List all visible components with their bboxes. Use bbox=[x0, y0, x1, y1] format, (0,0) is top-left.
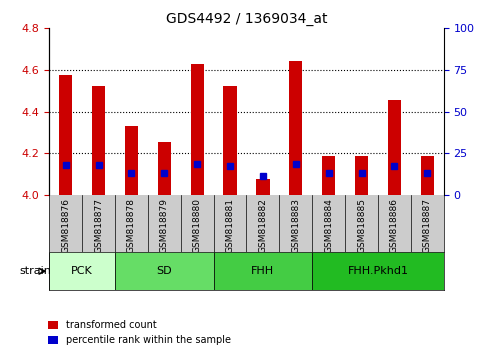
Bar bbox=[256, 179, 270, 195]
Text: GSM818877: GSM818877 bbox=[94, 198, 103, 253]
Bar bbox=[421, 156, 434, 195]
Text: GSM818881: GSM818881 bbox=[226, 198, 235, 253]
Title: GDS4492 / 1369034_at: GDS4492 / 1369034_at bbox=[166, 12, 327, 26]
Bar bbox=[355, 156, 368, 195]
Text: GSM818876: GSM818876 bbox=[61, 198, 70, 253]
Text: GSM818879: GSM818879 bbox=[160, 198, 169, 253]
Bar bbox=[223, 86, 237, 195]
Bar bbox=[322, 156, 335, 195]
Bar bbox=[213, 252, 312, 290]
Text: FHH: FHH bbox=[251, 266, 275, 276]
Text: GSM818885: GSM818885 bbox=[357, 198, 366, 253]
Bar bbox=[191, 64, 204, 195]
Bar bbox=[158, 142, 171, 195]
Bar bbox=[312, 252, 444, 290]
Text: GSM818878: GSM818878 bbox=[127, 198, 136, 253]
Bar bbox=[59, 75, 72, 195]
Text: SD: SD bbox=[156, 266, 172, 276]
Bar bbox=[115, 252, 213, 290]
Text: GSM818882: GSM818882 bbox=[258, 198, 267, 253]
Text: GSM818887: GSM818887 bbox=[423, 198, 432, 253]
Text: GSM818886: GSM818886 bbox=[390, 198, 399, 253]
Legend: transformed count, percentile rank within the sample: transformed count, percentile rank withi… bbox=[44, 316, 235, 349]
Bar bbox=[289, 61, 302, 195]
Bar bbox=[125, 126, 138, 195]
Text: strain: strain bbox=[19, 266, 51, 276]
Text: FHH.Pkhd1: FHH.Pkhd1 bbox=[348, 266, 409, 276]
Bar bbox=[49, 252, 115, 290]
Text: GSM818884: GSM818884 bbox=[324, 198, 333, 253]
Bar bbox=[92, 86, 105, 195]
Text: GSM818880: GSM818880 bbox=[193, 198, 202, 253]
Text: PCK: PCK bbox=[71, 266, 93, 276]
Bar bbox=[388, 100, 401, 195]
Text: GSM818883: GSM818883 bbox=[291, 198, 300, 253]
